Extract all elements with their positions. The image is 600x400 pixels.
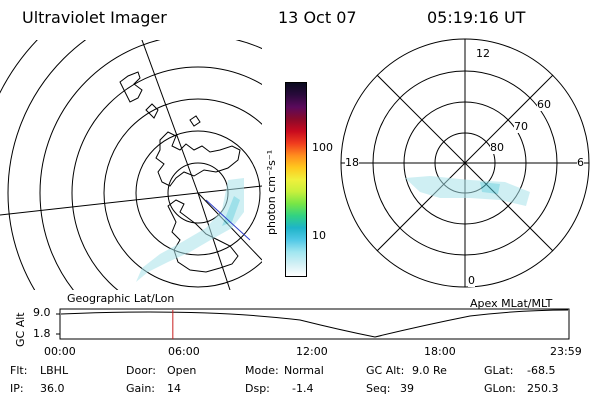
meridian [197, 192, 231, 290]
coastline [167, 199, 239, 273]
dsp-value: -1.4 [292, 382, 314, 395]
mlat-label-70: 70 [514, 120, 528, 133]
glat-label: GLat: [484, 364, 514, 377]
right-map-caption: Apex MLat/MLT [470, 297, 553, 310]
glon-value: 250.3 [527, 382, 559, 395]
meridian [141, 40, 199, 194]
filter-label: Flt: [10, 364, 28, 377]
instrument-title: Ultraviolet Imager [22, 8, 167, 27]
observation-time: 05:19:16 UT [427, 8, 526, 27]
lat-circle [103, 98, 262, 288]
gain-value: 14 [167, 382, 181, 395]
altitude-curve [60, 309, 569, 338]
dsp-label: Dsp: [245, 382, 270, 395]
timeline-xtick: 18:00 [424, 345, 456, 358]
timeline-xtick: 06:00 [168, 345, 200, 358]
glat-value: -68.5 [527, 364, 556, 377]
gcalt-value: 9.0 Re [412, 364, 447, 377]
mlt-label-0: 0 [468, 274, 475, 287]
mlat-label-60: 60 [537, 98, 551, 111]
filter-value: LBHL [40, 364, 69, 377]
ground-track [205, 199, 251, 241]
gcalt-label: GC Alt: [366, 364, 405, 377]
mlt-label-6: 6 [577, 156, 584, 169]
colorbar-tick-10: 10 [312, 229, 326, 242]
timeline-xtick: 12:00 [296, 345, 328, 358]
coastline [145, 103, 159, 119]
timeline-xtick: 23:59 [550, 345, 582, 358]
left-map-caption: Geographic Lat/Lon [67, 292, 174, 305]
coastline [155, 131, 241, 187]
mlt-label-12: 12 [476, 47, 490, 60]
lat-circle [135, 130, 261, 256]
ip-value: 36.0 [40, 382, 65, 395]
observation-date: 13 Oct 07 [278, 8, 357, 27]
intensity-colorbar [285, 82, 307, 277]
lat-circle [7, 40, 87, 290]
mlt-label-18: 18 [345, 156, 359, 169]
glon-label: GLon: [484, 382, 516, 395]
coastline [119, 71, 143, 103]
colorbar-tick-100: 100 [312, 141, 333, 154]
mlat-label-80: 80 [490, 141, 504, 154]
timeline-ytick-max: 9.0 [33, 306, 51, 319]
door-label: Door: [126, 364, 156, 377]
timeline-xtick: 00:00 [44, 345, 76, 358]
lat-circle [71, 66, 262, 290]
gain-label: Gain: [126, 382, 155, 395]
seq-value: 39 [400, 382, 414, 395]
aurora-oval [405, 176, 530, 206]
timeline-ytick-min: 1.8 [33, 327, 51, 340]
mode-value: Normal [284, 364, 324, 377]
seq-label: Seq: [366, 382, 391, 395]
mode-label: Mode: [245, 364, 279, 377]
door-value: Open [167, 364, 197, 377]
meridian [0, 192, 199, 216]
ip-label: IP: [10, 382, 24, 395]
lat-circle [39, 40, 262, 290]
coastline [189, 115, 201, 127]
